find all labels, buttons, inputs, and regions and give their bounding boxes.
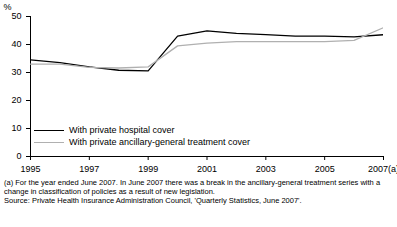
- svg-text:40: 40: [11, 39, 21, 49]
- svg-text:1999: 1999: [138, 164, 158, 174]
- svg-text:2003: 2003: [256, 164, 276, 174]
- html-text:(a) For the year ended June 20: (a) For the year ended June 2007. In Jun…: [4, 178, 381, 196]
- svg-text:2001: 2001: [197, 164, 217, 174]
- svg-text:2005: 2005: [315, 164, 335, 174]
- svg-text:1995: 1995: [20, 164, 40, 174]
- svg-text:30: 30: [11, 67, 21, 77]
- svg-text:20: 20: [11, 95, 21, 105]
- html-text:Source: Private Health Insuran: Source: Private Health Insurance Adminis…: [4, 196, 302, 205]
- svg-text:2007(a): 2007(a): [368, 164, 397, 174]
- svg-text:10: 10: [11, 123, 21, 133]
- svg-text:0: 0: [16, 151, 21, 161]
- svg-text:1997: 1997: [79, 164, 99, 174]
- svg-text:%: %: [4, 2, 12, 12]
- html-text:With private hospital cover: With private hospital cover: [69, 125, 175, 135]
- html-text:With private ancillary-general: With private ancillary-general treatment…: [69, 137, 251, 147]
- svg-text:50: 50: [11, 11, 21, 21]
